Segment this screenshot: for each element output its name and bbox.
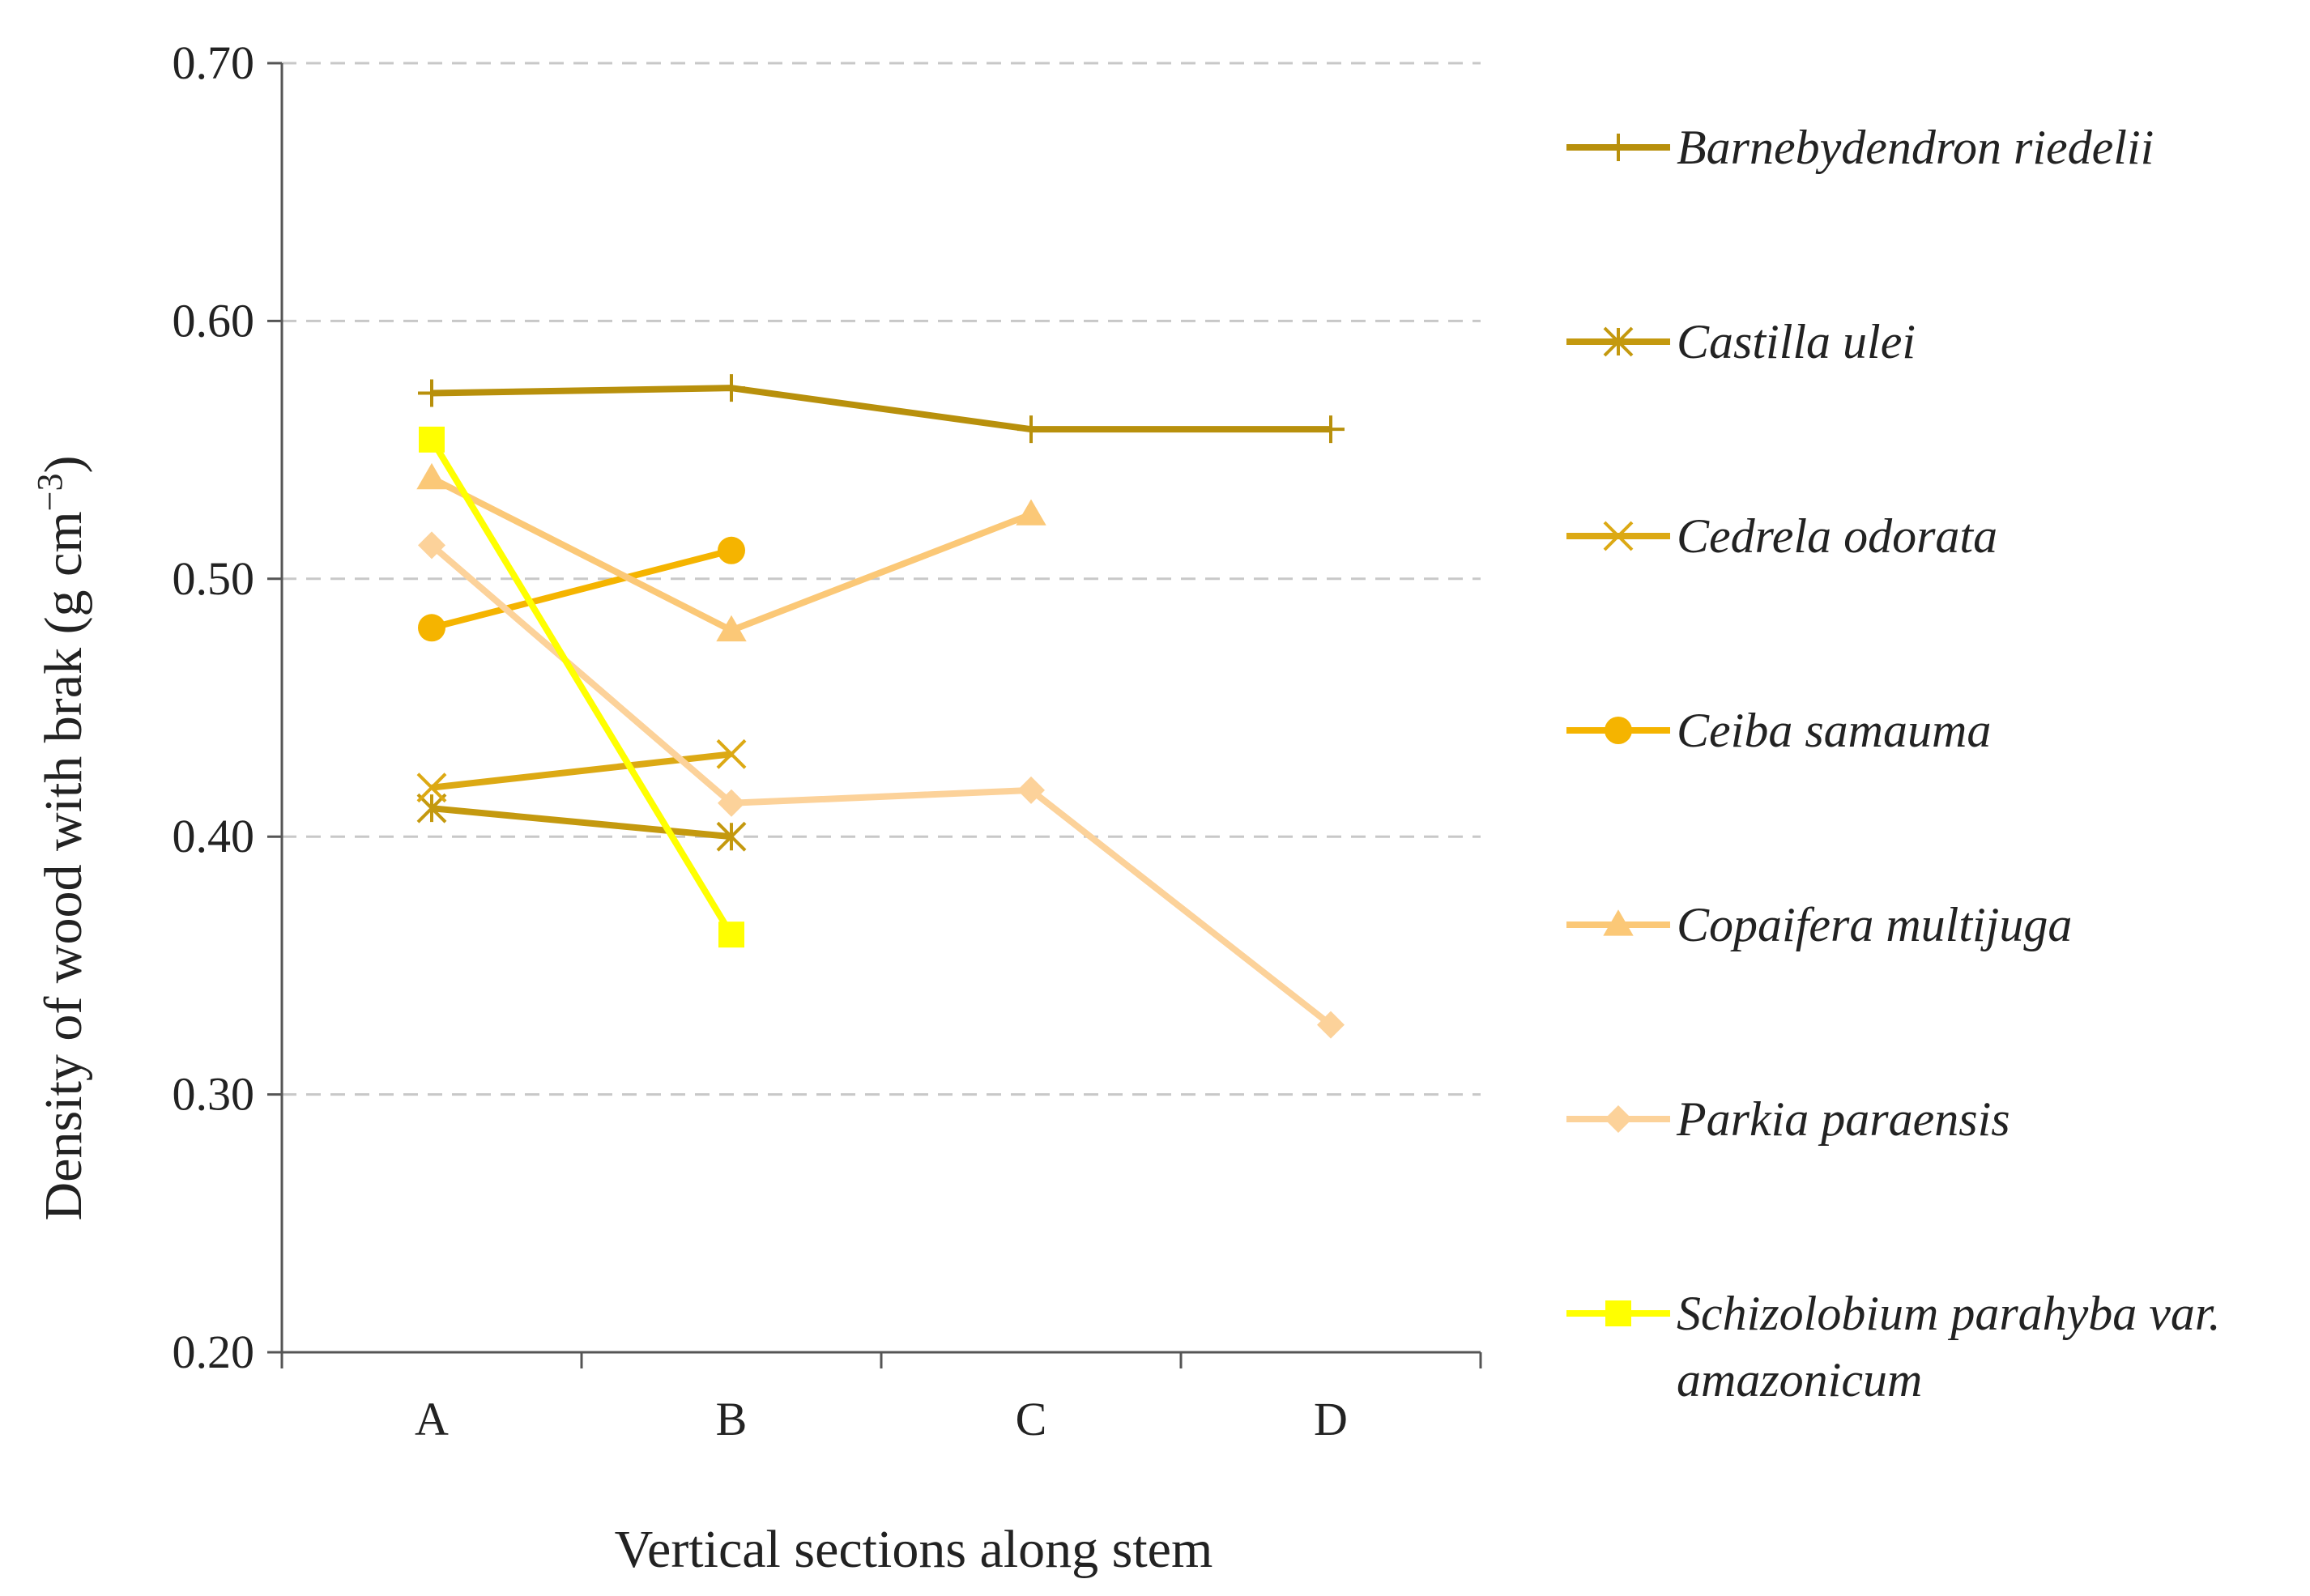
series-line	[431, 805, 732, 841]
legend-entry: Schizolobium parahyba var. amazonicum	[1566, 1287, 2221, 1407]
point-marker-x	[1603, 521, 1634, 551]
legend-label-line: Parkia paraensis	[1676, 1092, 2010, 1146]
point-marker-x	[716, 738, 747, 769]
series-line	[431, 751, 732, 791]
series-line	[428, 437, 735, 937]
point-marker-plus	[1605, 134, 1632, 161]
y-axis-title: Density of wood with brak (g cm−3)	[30, 456, 93, 1221]
legend-entry: Parkia paraensis	[1566, 1092, 2010, 1146]
point-marker-triangle	[716, 615, 747, 642]
legend-entry: Castilla ulei	[1566, 315, 1916, 368]
point-marker-asterisk	[1603, 326, 1634, 357]
legend-label: Schizolobium parahyba var. amazonicum	[1677, 1287, 2221, 1407]
point-marker-circle	[718, 536, 745, 564]
point-marker-circle	[1605, 717, 1632, 744]
point-marker-plus	[418, 379, 445, 407]
legend-label: Cedrela odorata	[1677, 509, 1997, 563]
legend-entry: Ceiba samauma	[1566, 704, 1991, 757]
point-marker-triangle	[1016, 499, 1046, 526]
legend-label-line: Barnebydendron riedelii	[1677, 121, 2154, 174]
legend-label: Castilla ulei	[1677, 315, 1916, 368]
legend-label-line: Copaifera multijuga	[1677, 898, 2072, 951]
point-marker-square	[1605, 1300, 1631, 1326]
series-4	[416, 462, 1046, 642]
x-tick-label: D	[1314, 1393, 1348, 1445]
point-marker-square	[419, 426, 445, 453]
legend: Barnebydendron riedelii Castilla ulei Cedr…	[1566, 121, 2221, 1407]
y-tick-label: 0.30	[173, 1068, 255, 1121]
series-5	[418, 531, 1345, 1039]
point-marker-diamond	[1017, 776, 1045, 804]
point-marker-plus	[1017, 415, 1045, 444]
series-line	[431, 385, 1331, 433]
legend-label: Barnebydendron riedelii	[1677, 121, 2154, 174]
legend-entry: Cedrela odorata	[1566, 509, 1997, 563]
x-tick-label: A	[415, 1393, 449, 1445]
legend-label-line: amazonicum	[1677, 1353, 1922, 1407]
legend-label: Ceiba samauma	[1677, 704, 1991, 757]
y-axis-title-superscript: −3	[30, 473, 70, 511]
y-tick-label: 0.50	[173, 552, 255, 605]
y-tick-label: 0.70	[173, 36, 255, 89]
point-marker-x	[416, 772, 447, 803]
x-axis-title: Vertical sections along stem	[615, 1520, 1213, 1579]
y-tick-label: 0.60	[173, 294, 255, 347]
x-tick-label: C	[1016, 1393, 1047, 1445]
legend-label-line: Cedrela odorata	[1677, 509, 1997, 563]
point-marker-diamond	[1605, 1105, 1632, 1133]
legend-label: Parkia paraensis	[1676, 1092, 2010, 1146]
y-axis-title-close: )	[34, 456, 93, 474]
series-line	[429, 543, 1333, 1028]
legend-label-line: Castilla ulei	[1677, 315, 1916, 368]
series-6	[419, 426, 744, 948]
series-1	[416, 793, 747, 852]
series-0	[418, 374, 1345, 444]
series-line	[431, 547, 732, 632]
gridlines	[282, 62, 1481, 1096]
point-marker-diamond	[418, 531, 445, 560]
series-3	[418, 536, 745, 642]
legend-label: Copaifera multijuga	[1677, 898, 2072, 951]
point-marker-diamond	[718, 789, 745, 817]
y-tick-label: 0.40	[173, 810, 255, 862]
y-tick-label: 0.20	[173, 1326, 255, 1378]
y-axis-title-main: Density of wood with brak (g cm	[34, 511, 93, 1220]
series-lines	[416, 374, 1345, 1039]
legend-label-line: Ceiba samauma	[1677, 704, 1991, 757]
legend-entry: Copaifera multijuga	[1566, 898, 2072, 951]
point-marker-plus	[1317, 415, 1345, 444]
x-tick-label: B	[716, 1393, 748, 1445]
point-marker-diamond	[1317, 1011, 1345, 1039]
legend-entry: Barnebydendron riedelii	[1566, 121, 2154, 174]
point-marker-circle	[418, 614, 445, 642]
point-marker-plus	[718, 374, 745, 402]
point-marker-asterisk	[716, 821, 747, 852]
point-marker-square	[718, 921, 744, 948]
axes: 0.20 0.30 0.40 0.50 0.60 0.70 A B C D	[173, 36, 1482, 1445]
point-marker-triangle	[1603, 909, 1634, 936]
legend-label-line: Schizolobium parahyba var.	[1677, 1287, 2221, 1340]
point-marker-triangle	[416, 462, 447, 490]
